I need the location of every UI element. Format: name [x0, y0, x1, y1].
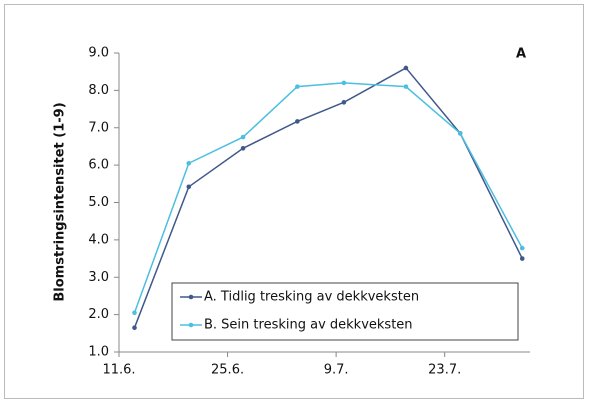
data-point [403, 65, 409, 71]
y-tick-label: 2.0 [88, 307, 109, 322]
data-point [457, 131, 463, 136]
data-point [186, 184, 192, 190]
data-point [341, 80, 347, 86]
y-axis-label: Blomstringsintensitet (1-9) [53, 102, 68, 301]
data-point [240, 134, 246, 140]
legend-box [171, 282, 519, 341]
data-point [295, 84, 300, 89]
data-point [341, 100, 347, 105]
series-line [133, 66, 523, 328]
x-tick-label: 9.7. [324, 363, 349, 378]
x-tick-label: 11.6. [102, 363, 135, 378]
y-tick-label: 6.0 [88, 158, 109, 173]
data-point [186, 160, 192, 166]
legend-marker [188, 322, 194, 328]
data-point [295, 119, 300, 124]
y-tick-label: 7.0 [88, 120, 109, 135]
data-point [519, 245, 525, 251]
x-tick-label: 23.7. [428, 363, 461, 378]
x-tick-label: 25.6. [211, 363, 244, 378]
data-point [132, 310, 137, 316]
data-point [403, 84, 409, 89]
data-point [240, 146, 246, 151]
y-tick-label: 3.0 [88, 270, 109, 285]
legend-label: B. Sein tresking av dekkveksten [204, 318, 413, 333]
y-tick-label: 8.0 [88, 83, 109, 98]
data-point [519, 256, 525, 261]
series-line [133, 82, 523, 314]
y-tick-label: 9.0 [88, 46, 109, 61]
y-tick-label: 4.0 [88, 232, 109, 247]
data-point [132, 325, 137, 331]
y-tick-label: 5.0 [88, 195, 109, 210]
annotation: A [516, 47, 526, 62]
y-tick-label: 1.0 [88, 345, 109, 360]
legend-label: A. Tidlig tresking av dekkveksten [204, 290, 419, 305]
legend-marker [188, 294, 194, 300]
